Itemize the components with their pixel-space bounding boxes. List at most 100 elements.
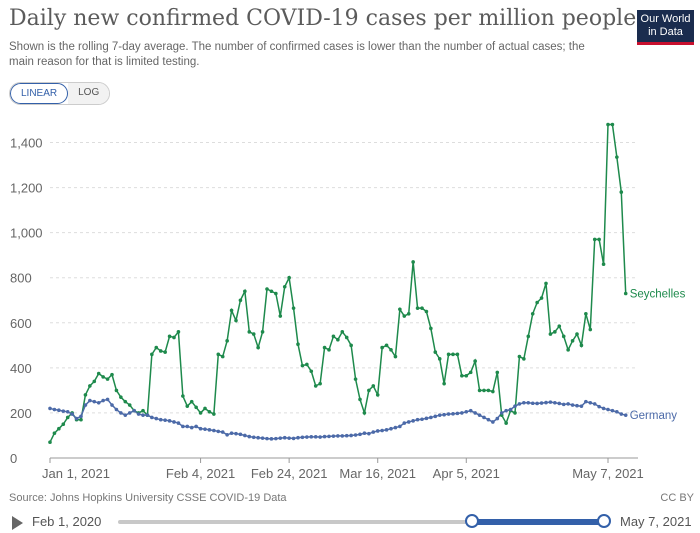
data-point <box>477 388 482 393</box>
data-point <box>256 345 260 350</box>
data-point <box>247 330 252 334</box>
chart-grid <box>50 142 638 459</box>
data-point <box>375 393 380 397</box>
data-point <box>101 375 105 379</box>
data-point <box>553 400 557 405</box>
data-point <box>442 381 446 386</box>
data-point <box>238 298 243 303</box>
data-point <box>274 291 278 296</box>
x-tick-label: Feb 4, 2021 <box>166 466 235 481</box>
data-point <box>597 404 601 409</box>
data-point <box>52 407 57 412</box>
series-label-seychelles: Seychelles <box>630 289 686 301</box>
y-tick-label: 1,200 <box>10 181 43 196</box>
timeline-start-handle[interactable] <box>464 514 479 528</box>
data-point <box>429 326 433 331</box>
data-point <box>393 425 398 430</box>
data-point <box>437 413 442 417</box>
data-point <box>189 425 194 430</box>
data-point <box>535 401 539 406</box>
series-points <box>48 122 628 445</box>
linear-scale-button[interactable]: LINEAR <box>10 83 69 104</box>
data-point <box>402 421 407 425</box>
data-point <box>579 343 584 348</box>
data-point <box>491 389 495 394</box>
data-point <box>393 354 398 359</box>
data-point <box>349 343 353 348</box>
data-point <box>65 410 70 414</box>
data-point <box>203 427 207 431</box>
data-point <box>340 434 345 438</box>
data-point <box>70 412 74 416</box>
data-point <box>331 434 336 438</box>
play-icon[interactable] <box>12 516 23 530</box>
data-point <box>442 412 446 417</box>
y-tick-label: 800 <box>10 271 32 286</box>
data-point <box>110 403 114 407</box>
data-point <box>105 377 110 381</box>
data-point <box>482 415 486 420</box>
data-point <box>570 339 575 343</box>
data-point <box>446 412 451 416</box>
data-point <box>623 291 628 296</box>
data-point <box>274 436 278 441</box>
data-point <box>150 415 154 420</box>
data-point <box>225 339 229 343</box>
data-point <box>269 289 274 294</box>
x-tick-label: Mar 16, 2021 <box>339 466 416 481</box>
data-point <box>74 416 79 421</box>
data-point <box>322 345 327 350</box>
data-point <box>318 435 322 439</box>
timeline-track[interactable] <box>118 520 604 524</box>
data-point <box>455 352 460 357</box>
data-point <box>327 434 331 439</box>
data-point <box>539 296 544 300</box>
y-axis-ticks: 0 200 400 600 800 1,000 1,200 1,400 <box>10 136 43 466</box>
data-point <box>114 407 119 412</box>
data-point <box>48 406 52 411</box>
data-point <box>380 345 384 350</box>
data-point <box>154 416 159 421</box>
data-point <box>265 287 269 291</box>
data-point <box>433 350 438 354</box>
data-point <box>309 369 314 374</box>
data-point <box>163 350 167 354</box>
data-point <box>101 398 105 403</box>
data-point <box>486 388 491 393</box>
data-point <box>163 418 167 422</box>
data-point <box>88 384 92 388</box>
chart-subtitle: Shown is the rolling 7-day average. The … <box>9 41 585 68</box>
data-point <box>406 420 411 424</box>
data-point <box>220 354 225 359</box>
data-point <box>216 352 221 357</box>
owid-logo[interactable]: Our World in Data <box>637 10 694 45</box>
data-point <box>588 400 593 405</box>
timeline-end-handle[interactable] <box>597 514 611 528</box>
data-point <box>477 413 482 417</box>
logo-line-2: in Data <box>648 26 683 38</box>
data-point <box>526 334 531 339</box>
license-label[interactable]: CC BY <box>660 492 694 504</box>
data-point <box>287 436 291 440</box>
data-point <box>406 311 411 316</box>
data-point <box>331 334 336 339</box>
data-point <box>424 416 429 421</box>
data-point <box>265 436 269 441</box>
data-point <box>260 436 265 440</box>
data-point <box>473 359 477 363</box>
data-point <box>584 311 588 316</box>
data-point <box>282 435 287 440</box>
data-point <box>158 417 163 422</box>
y-tick-label: 0 <box>10 451 17 466</box>
data-point <box>420 417 424 422</box>
data-point <box>61 422 66 427</box>
source-note[interactable]: Source: Johns Hopkins University CSSE CO… <box>9 492 287 504</box>
data-point <box>592 402 597 406</box>
data-point <box>610 122 615 127</box>
data-point <box>530 401 535 406</box>
data-point <box>539 401 544 405</box>
data-point <box>464 373 469 378</box>
log-scale-button[interactable]: LOG <box>68 83 110 104</box>
data-point <box>127 411 132 415</box>
data-point <box>451 412 455 416</box>
